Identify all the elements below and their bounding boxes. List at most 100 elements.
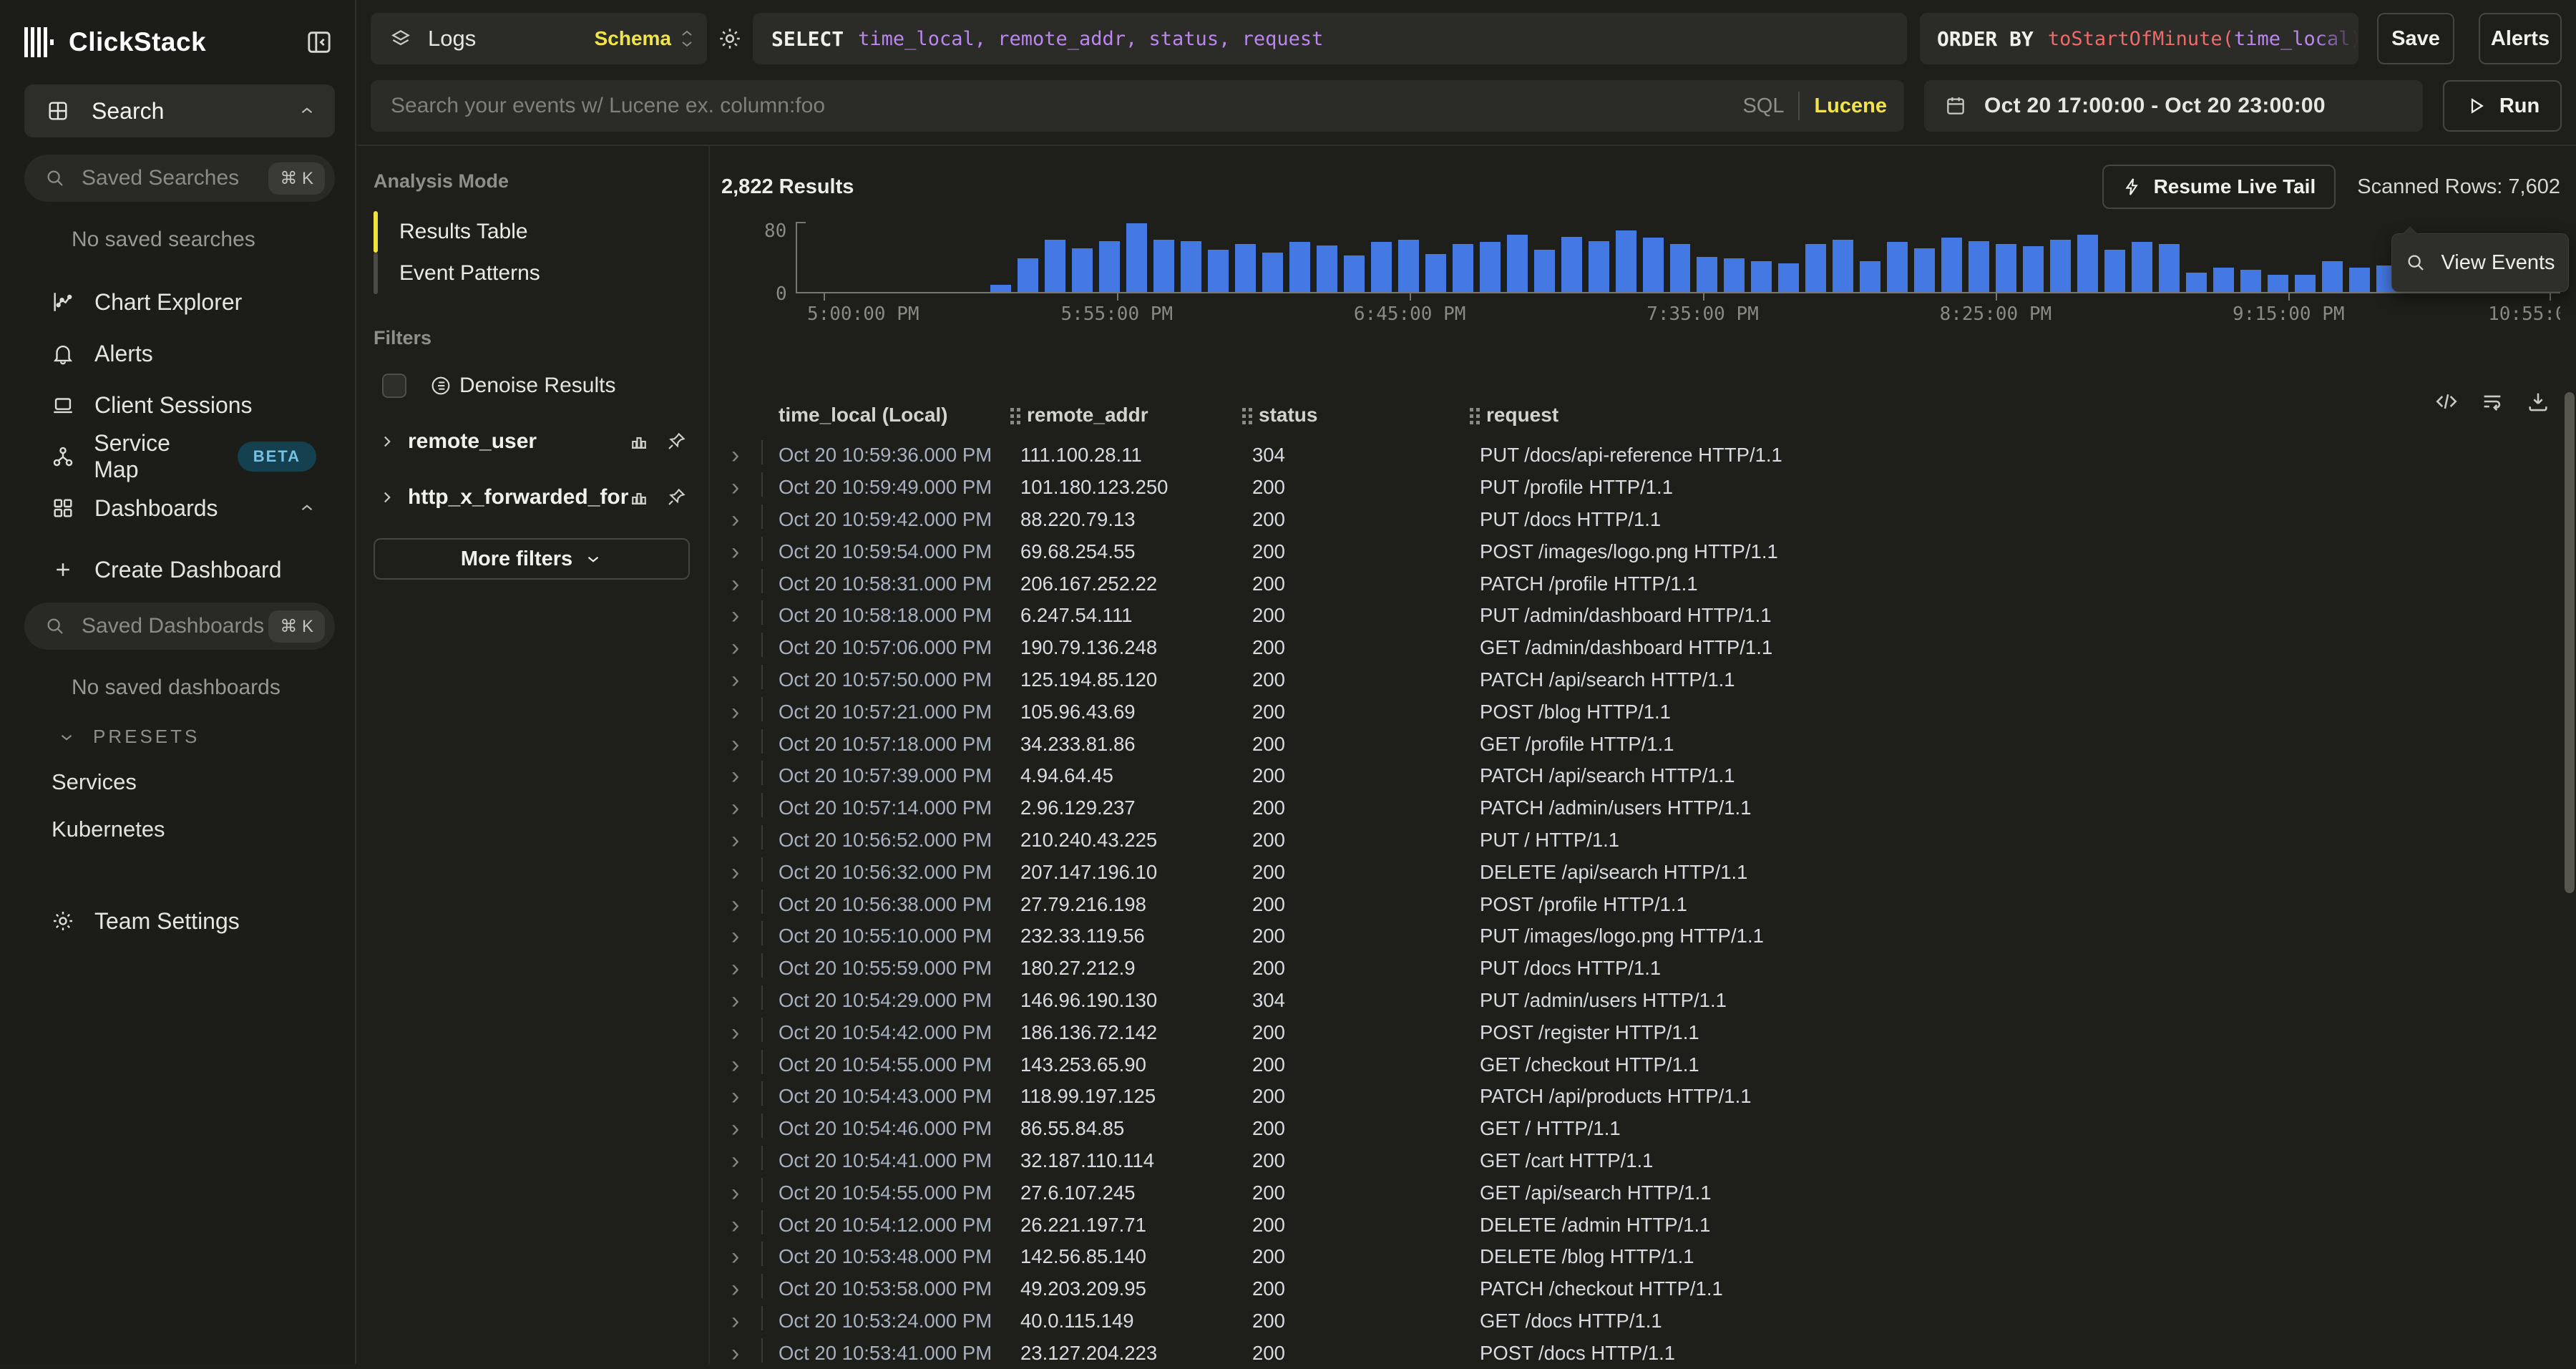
table-row[interactable]: ›Oct 20 10:59:36.000 PM111.100.28.11304P… <box>721 439 2560 472</box>
select-clause-input[interactable]: SELECT time_local, remote_addr, status, … <box>753 13 1907 64</box>
histogram-bar[interactable] <box>1398 240 1419 293</box>
field-pin-icon[interactable] <box>665 487 687 508</box>
row-expand-chevron[interactable]: › <box>721 860 763 885</box>
row-expand-chevron[interactable]: › <box>721 892 763 917</box>
histogram-bar[interactable] <box>1262 253 1283 292</box>
histogram-bar[interactable] <box>1968 241 1989 292</box>
wrap-text-icon[interactable] <box>2480 389 2504 414</box>
field-chart-icon[interactable] <box>628 431 650 452</box>
row-expand-chevron[interactable]: › <box>721 475 763 500</box>
histogram-bar[interactable] <box>1425 254 1446 292</box>
col-time-local[interactable]: time_local (Local) <box>779 404 948 427</box>
histogram-bar[interactable] <box>1589 241 1609 292</box>
row-expand-chevron[interactable]: › <box>721 924 763 948</box>
preset-item-services[interactable]: Services <box>52 769 355 795</box>
histogram-bar[interactable] <box>2104 250 2125 292</box>
row-expand-chevron[interactable]: › <box>721 635 763 660</box>
histogram-bar[interactable] <box>1099 241 1120 292</box>
row-expand-chevron[interactable]: › <box>721 1053 763 1077</box>
row-expand-chevron[interactable]: › <box>721 828 763 852</box>
histogram-bar[interactable] <box>1860 261 1880 292</box>
histogram-bar[interactable] <box>2023 246 2044 292</box>
table-row[interactable]: ›Oct 20 10:54:46.000 PM86.55.84.85200GET… <box>721 1113 2560 1145</box>
row-expand-chevron[interactable]: › <box>721 1084 763 1109</box>
saved-dashboards-input[interactable]: Saved Dashboards ⌘ K <box>24 603 335 650</box>
row-expand-chevron[interactable]: › <box>721 1181 763 1205</box>
alerts-button[interactable]: Alerts <box>2479 13 2562 64</box>
table-row[interactable]: ›Oct 20 10:57:18.000 PM34.233.81.86200GE… <box>721 728 2560 760</box>
histogram-bar[interactable] <box>2050 240 2071 293</box>
sidebar-item-search[interactable]: Search <box>24 84 335 137</box>
table-row[interactable]: ›Oct 20 10:54:42.000 PM186.136.72.142200… <box>721 1016 2560 1048</box>
row-expand-chevron[interactable]: › <box>721 700 763 724</box>
histogram-bar[interactable] <box>1996 244 2016 292</box>
row-expand-chevron[interactable]: › <box>721 732 763 756</box>
download-icon[interactable] <box>2526 389 2550 414</box>
histogram-bar[interactable] <box>2295 275 2316 293</box>
filter-field-remote-user[interactable]: remote_user <box>374 429 690 454</box>
row-expand-chevron[interactable]: › <box>721 988 763 1013</box>
histogram-bar[interactable] <box>2322 261 2343 292</box>
mode-lucene[interactable]: Lucene <box>1814 94 1887 118</box>
histogram-bar[interactable] <box>1534 250 1555 292</box>
sidebar-item-service-map[interactable]: Service Map BETA <box>0 431 355 482</box>
presets-section-toggle[interactable]: PRESETS <box>57 726 355 748</box>
table-row[interactable]: ›Oct 20 10:54:43.000 PM118.99.197.125200… <box>721 1081 2560 1113</box>
mode-results-table[interactable]: Results Table <box>374 211 690 253</box>
table-row[interactable]: ›Oct 20 10:55:10.000 PM232.33.119.56200P… <box>721 920 2560 953</box>
histogram-bar[interactable] <box>2349 268 2370 292</box>
table-row[interactable]: ›Oct 20 10:57:50.000 PM125.194.85.120200… <box>721 664 2560 696</box>
row-expand-chevron[interactable]: › <box>721 1020 763 1045</box>
col-request[interactable]: request <box>1486 404 1558 427</box>
row-expand-chevron[interactable]: › <box>721 668 763 692</box>
table-row[interactable]: ›Oct 20 10:54:12.000 PM26.221.197.71200D… <box>721 1209 2560 1241</box>
histogram-bar[interactable] <box>2186 273 2207 292</box>
drag-handle-icon[interactable] <box>1010 408 1014 411</box>
mode-event-patterns[interactable]: Event Patterns <box>374 253 690 294</box>
row-expand-chevron[interactable]: › <box>721 1341 763 1365</box>
source-settings-gear-icon[interactable] <box>707 26 753 52</box>
histogram-bar[interactable] <box>1697 257 1717 292</box>
histogram-bar[interactable] <box>1344 255 1365 292</box>
table-row[interactable]: ›Oct 20 10:53:48.000 PM142.56.85.140200D… <box>721 1241 2560 1273</box>
sidebar-item-dashboards[interactable]: Dashboards <box>0 482 355 534</box>
histogram-bar[interactable] <box>1833 240 1853 293</box>
row-expand-chevron[interactable]: › <box>721 540 763 564</box>
table-row[interactable]: ›Oct 20 10:54:55.000 PM143.253.65.90200G… <box>721 1048 2560 1081</box>
row-expand-chevron[interactable]: › <box>721 764 763 788</box>
row-expand-chevron[interactable]: › <box>721 1244 763 1269</box>
chevron-up-icon[interactable] <box>298 499 316 517</box>
histogram-bar[interactable] <box>1045 240 1065 293</box>
scrollbar-track[interactable] <box>2563 388 2576 1364</box>
histogram-bar[interactable] <box>2213 268 2234 292</box>
col-remote-addr[interactable]: remote_addr <box>1027 404 1148 427</box>
histogram-bar[interactable] <box>1289 242 1310 292</box>
table-row[interactable]: ›Oct 20 10:54:41.000 PM32.187.110.114200… <box>721 1145 2560 1177</box>
row-expand-chevron[interactable]: › <box>721 443 763 467</box>
row-expand-chevron[interactable]: › <box>721 1277 763 1301</box>
histogram-bar[interactable] <box>1453 244 1473 292</box>
col-status[interactable]: status <box>1259 404 1317 427</box>
saved-searches-input[interactable]: Saved Searches ⌘ K <box>24 155 335 202</box>
histogram-bar[interactable] <box>1751 261 1772 292</box>
histogram-bar[interactable] <box>1181 241 1201 292</box>
time-range-picker[interactable]: Oct 20 17:00:00 - Oct 20 23:00:00 <box>1924 80 2423 132</box>
histogram-bar[interactable] <box>1126 223 1147 292</box>
mode-sql[interactable]: SQL <box>1742 94 1784 118</box>
order-by-input[interactable]: ORDER BY toStartOfMinute(time_local) DES… <box>1920 13 2358 64</box>
table-row[interactable]: ›Oct 20 10:59:42.000 PM88.220.79.13200PU… <box>721 504 2560 536</box>
sidebar-item-alerts[interactable]: Alerts <box>0 328 355 379</box>
histogram-bar[interactable] <box>2268 275 2288 293</box>
row-expand-chevron[interactable]: › <box>721 603 763 628</box>
table-row[interactable]: ›Oct 20 10:57:21.000 PM105.96.43.69200PO… <box>721 696 2560 728</box>
chevron-up-icon[interactable] <box>298 102 316 120</box>
histogram-bar[interactable] <box>1208 250 1229 292</box>
histogram-bar[interactable] <box>1480 242 1501 292</box>
histogram-bar[interactable] <box>1887 242 1908 292</box>
histogram-bar[interactable] <box>2240 270 2261 292</box>
collapse-sidebar-icon[interactable] <box>305 28 333 57</box>
histogram-bar[interactable] <box>1724 258 1745 292</box>
histogram-bar[interactable] <box>2132 242 2152 292</box>
histogram-bar[interactable] <box>1914 248 1935 292</box>
table-row[interactable]: ›Oct 20 10:59:49.000 PM101.180.123.25020… <box>721 472 2560 504</box>
